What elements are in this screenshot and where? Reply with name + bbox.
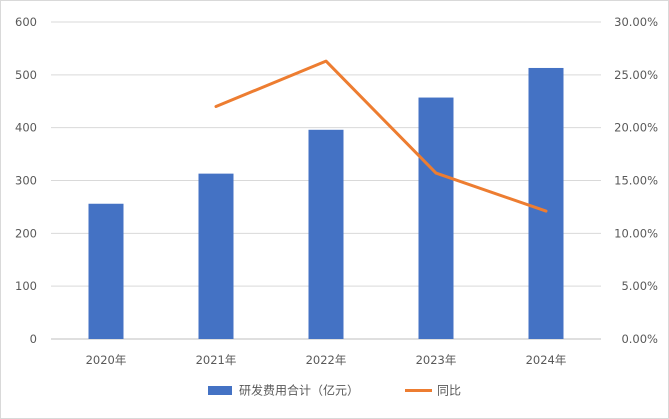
y-left-tick-label: 500 bbox=[15, 68, 37, 82]
bar bbox=[198, 173, 234, 339]
bar bbox=[308, 129, 344, 339]
y-left-tick-label: 0 bbox=[30, 332, 37, 346]
x-tick-label: 2023年 bbox=[416, 353, 457, 367]
y-axis-left: 0 100 200 300 400 500 600 bbox=[15, 15, 37, 346]
y-left-tick-label: 400 bbox=[15, 121, 37, 135]
bar bbox=[418, 97, 454, 339]
x-tick-label: 2024年 bbox=[526, 353, 567, 367]
x-axis: 2020年 2021年 2022年 2023年 2024年 bbox=[86, 353, 567, 367]
bar bbox=[528, 67, 564, 339]
y-right-tick-label: 20.00% bbox=[614, 121, 658, 135]
y-axis-right: 0.00% 5.00% 10.00% 15.00% 20.00% 25.00% 30.00% bbox=[614, 15, 658, 346]
legend: 研发费用合计（亿元） 同比 bbox=[208, 383, 461, 398]
y-right-tick-label: 25.00% bbox=[614, 68, 658, 82]
y-right-tick-label: 15.00% bbox=[614, 174, 658, 188]
line-yoy bbox=[214, 59, 548, 213]
y-right-tick-label: 5.00% bbox=[621, 279, 658, 293]
legend-swatch-bar bbox=[208, 386, 232, 395]
x-tick-label: 2020年 bbox=[86, 353, 127, 367]
bar bbox=[88, 203, 124, 339]
y-left-tick-label: 600 bbox=[15, 15, 37, 29]
y-left-tick-label: 300 bbox=[15, 174, 37, 188]
line-series bbox=[214, 59, 548, 213]
legend-label-bar: 研发费用合计（亿元） bbox=[239, 383, 359, 398]
y-right-tick-label: 10.00% bbox=[614, 226, 658, 240]
x-tick-label: 2021年 bbox=[196, 353, 237, 367]
y-left-tick-label: 200 bbox=[15, 226, 37, 240]
y-right-tick-label: 0.00% bbox=[621, 332, 658, 346]
bar-series bbox=[88, 67, 564, 339]
y-right-tick-label: 30.00% bbox=[614, 15, 658, 29]
y-left-tick-label: 100 bbox=[15, 279, 37, 293]
x-tick-label: 2022年 bbox=[306, 353, 347, 367]
legend-label-line: 同比 bbox=[437, 384, 461, 398]
